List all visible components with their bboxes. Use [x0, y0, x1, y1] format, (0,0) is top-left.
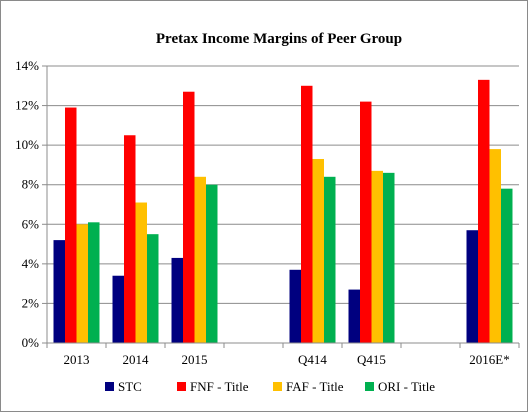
bar	[53, 240, 65, 343]
bars	[53, 79, 513, 344]
bar	[466, 230, 478, 343]
legend-swatch	[177, 382, 186, 391]
chart-title: Pretax Income Margins of Peer Group	[156, 31, 402, 47]
x-tick-label: 2015	[182, 352, 208, 367]
y-tick-label: 14%	[15, 58, 39, 73]
x-tick-label: Q415	[357, 352, 386, 367]
y-axis-ticks: 0% 2% 4% 6% 8% 10% 12% 14%	[15, 58, 47, 350]
legend-label: FNF - Title	[190, 379, 249, 394]
bar	[371, 170, 383, 343]
y-tick-label: 8%	[22, 177, 40, 192]
bar	[489, 149, 501, 343]
bar	[301, 85, 313, 344]
x-axis-ticks: 2013 2014 2015 Q414 Q415 2016E*	[46, 343, 520, 367]
y-tick-label: 12%	[15, 98, 39, 113]
x-tick-label: Q414	[298, 352, 327, 367]
y-tick-label: 4%	[22, 256, 40, 271]
legend-item: ORI - Title	[365, 379, 435, 394]
bar	[135, 202, 147, 343]
y-tick-label: 0%	[22, 335, 40, 350]
x-tick-label: 2014	[123, 352, 150, 367]
legend-swatch	[273, 382, 282, 391]
bar	[124, 135, 136, 343]
bar	[171, 257, 183, 343]
legend-label: ORI - Title	[378, 379, 435, 394]
legend-item: FNF - Title	[177, 379, 249, 394]
bar	[360, 101, 372, 343]
bar	[324, 176, 336, 343]
bar	[383, 172, 395, 343]
bar	[147, 234, 159, 343]
bar	[88, 222, 100, 343]
bar	[501, 188, 513, 343]
bar	[65, 107, 77, 343]
grid-lines	[47, 65, 519, 304]
y-tick-label: 2%	[22, 295, 40, 310]
legend-swatch	[105, 382, 114, 391]
bar	[478, 79, 490, 343]
bar	[194, 176, 206, 343]
bar	[206, 184, 218, 343]
bar	[312, 158, 324, 343]
bar	[183, 91, 195, 343]
y-tick-label: 6%	[22, 216, 40, 231]
legend-item: FAF - Title	[273, 379, 344, 394]
legend: STC FNF - Title FAF - Title ORI - Title	[105, 379, 435, 394]
bar	[112, 275, 124, 343]
y-tick-label: 10%	[15, 137, 39, 152]
legend-label: STC	[118, 379, 142, 394]
bar	[289, 269, 301, 343]
legend-label: FAF - Title	[286, 379, 344, 394]
x-tick-label: 2016E*	[469, 352, 509, 367]
bar	[76, 224, 88, 343]
legend-swatch	[365, 382, 374, 391]
x-tick-label: 2013	[64, 352, 90, 367]
legend-item: STC	[105, 379, 142, 394]
bar	[348, 289, 360, 343]
